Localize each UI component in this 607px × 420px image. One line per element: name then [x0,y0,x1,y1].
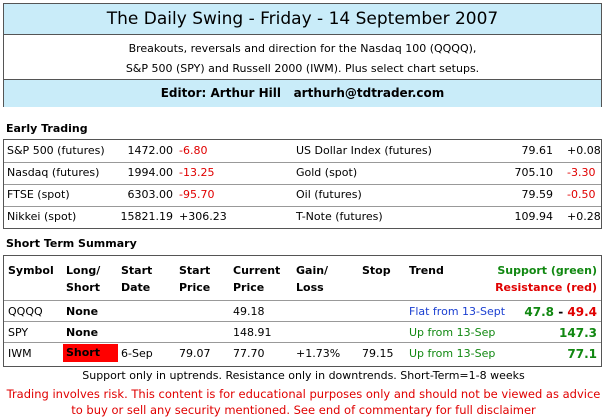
trend: Up from 13-Sep [409,347,496,360]
change: -95.70 [179,188,215,201]
title-band [4,4,601,35]
start-date: 6-Sep [121,347,153,360]
column-header: Stop [362,264,391,277]
column-header: Symbol [8,264,54,277]
value: 705.10 [514,166,554,179]
column-header: Start [179,264,211,277]
intro-line: Breakouts, reversals and direction for t… [128,42,477,55]
stop: 79.15 [362,347,394,360]
value: 79.61 [521,144,554,157]
column-header: Current [233,264,281,277]
editor-line: Editor: Arthur Hill arthurh@tdtrader.com [4,86,601,100]
column-header: Loss [296,281,324,294]
value: 1472.00 [127,144,174,157]
change: -6.80 [179,144,208,157]
symbol: SPY [8,326,29,339]
instrument: Nasdaq (futures) [7,166,100,179]
value: 15821.19 [120,210,174,223]
current-price: 77.70 [233,347,265,360]
value: 109.94 [514,210,554,223]
instrument: S&P 500 (futures) [7,144,105,157]
summary-table: Symbol Long/Short Start Date Start Price Curre… [3,255,602,367]
support: 147.3 [559,326,597,340]
instrument: Nikkei (spot) [7,210,77,223]
column-header: Trend [409,264,444,277]
row-divider [4,342,601,343]
early-trading-table: S&P 500 (futures) 1472.00 -6.80 US Dollar I… [3,139,602,229]
row-divider [4,184,601,185]
title: The Daily Swing - Friday - 14 September … [106,9,499,29]
resistance: 49.4 [567,305,597,319]
change: -3.30 [567,166,596,179]
change: -13.25 [179,166,215,179]
instrument: T-Note (futures) [296,210,383,223]
trend: Flat from 13-Sept [409,305,506,318]
header-box: The Daily Swing - Friday - 14 September … [3,3,602,107]
change: +0.08 [567,144,601,157]
section-title: Early Trading [6,122,88,135]
column-header: Price [233,281,265,294]
column-header: Short [66,281,100,294]
levels: 77.1 [567,347,597,361]
change: +0.28 [567,210,601,223]
editor-label: Editor: [160,86,207,100]
change: -0.50 [567,188,596,201]
disclaimer: to buy or sell any security mentioned. S… [71,403,536,417]
footer-note: Support only in uptrends. Resistance onl… [82,369,525,382]
row-divider [4,206,601,207]
column-header: Price [179,281,211,294]
gain-loss: +1.73% [296,347,341,360]
row-divider [4,300,601,301]
intro-line: S&P 500 (SPY) and Russell 2000 (IWM). Pl… [125,62,480,75]
levels: 47.8 - 49.4 [524,305,597,319]
change: +306.23 [179,210,227,223]
symbol: IWM [8,347,32,360]
row-divider [4,321,601,322]
level-separator: - [558,305,564,319]
value: 1994.00 [127,166,174,179]
current-price: 49.18 [233,305,265,318]
editor-band [4,79,601,107]
instrument: FTSE (spot) [7,188,70,201]
current-price: 148.91 [233,326,272,339]
support: 47.8 [524,305,555,319]
value: 6303.00 [127,188,174,201]
value: 79.59 [521,188,554,201]
column-header: Long/ [66,264,101,277]
email: arthurh@tdtrader.com [293,86,445,100]
instrument: Oil (futures) [296,188,362,201]
column-header: Date [121,281,151,294]
column-header: Gain/ [296,264,329,277]
position: None [66,326,99,339]
resistance-label: Resistance (red) [495,281,597,294]
position: None [66,305,99,318]
instrument: Gold (spot) [296,166,358,179]
instrument: US Dollar Index (futures) [296,144,432,157]
disclaimer: Trading involves risk. This content is f… [6,387,601,401]
editor: Arthur Hill [210,86,282,100]
support: 77.1 [567,347,597,361]
trend: Up from 13-Sep [409,326,496,339]
symbol: QQQQ [8,305,43,318]
start-price: 79.07 [179,347,211,360]
column-header: Start [121,264,153,277]
levels: 147.3 [559,326,597,340]
position: Short [63,344,118,362]
section-title: Short Term Summary [6,237,137,250]
row-divider [4,162,601,163]
support-label: Support (green) [497,264,597,277]
